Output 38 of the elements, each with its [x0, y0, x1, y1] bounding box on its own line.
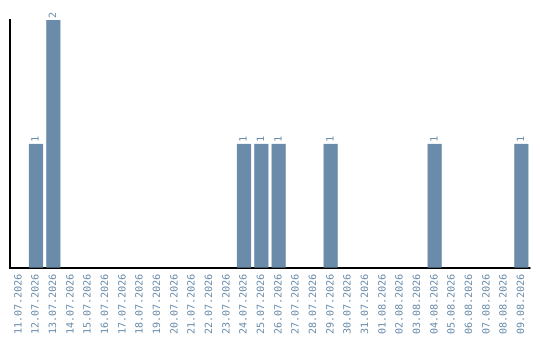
x-tick-label: 13.07.2026	[48, 274, 59, 334]
data-label: 1	[256, 136, 267, 142]
x-tick-label: 03.08.2026	[412, 274, 423, 334]
x-tick-label: 20.07.2026	[169, 274, 180, 334]
x-tick-label: 06.08.2026	[464, 274, 475, 334]
x-tick-label: 25.07.2026	[256, 274, 267, 334]
x-tick-label: 14.07.2026	[65, 274, 76, 334]
data-label: 1	[429, 136, 440, 142]
x-tick-label: 18.07.2026	[134, 274, 146, 334]
x-tick-label: 02.08.2026	[394, 274, 406, 334]
x-tick-label: 08.08.2026	[498, 274, 510, 334]
x-tick-label: 22.07.2026	[204, 274, 215, 334]
x-tick-label: 31.07.2026	[360, 274, 371, 334]
data-label: 1	[238, 136, 250, 142]
x-tick-label: 26.07.2026	[273, 274, 284, 334]
x-tick-label: 30.07.2026	[342, 274, 354, 334]
x-tick-label: 28.07.2026	[308, 274, 319, 334]
x-tick-label: 07.08.2026	[481, 274, 492, 334]
x-tick-label: 15.07.2026	[82, 274, 94, 334]
x-tick-label: 21.07.2026	[186, 274, 198, 334]
data-label: 1	[516, 136, 527, 142]
data-label: 1	[273, 136, 284, 142]
x-tick-label: 11.07.2026	[13, 274, 24, 334]
x-tick-label: 27.07.2026	[290, 274, 302, 334]
x-tick-label: 24.07.2026	[238, 274, 250, 334]
x-tick-label: 05.08.2026	[446, 274, 458, 334]
data-label: 1	[30, 136, 42, 142]
x-tick-label: 17.07.2026	[117, 274, 128, 334]
x-tick-label: 01.08.2026	[377, 274, 388, 334]
x-tick-label: 23.07.2026	[221, 274, 232, 334]
data-label: 1	[325, 136, 336, 142]
x-tick-label: 04.08.2026	[429, 274, 440, 334]
data-label: 2	[48, 12, 59, 18]
x-tick-label: 16.07.2026	[100, 274, 111, 334]
x-tick-label: 12.07.2026	[30, 274, 42, 334]
x-tick-label: 19.07.2026	[152, 274, 163, 334]
x-tick-label: 29.07.2026	[325, 274, 336, 334]
x-tick-label: 09.08.2026	[516, 274, 527, 334]
